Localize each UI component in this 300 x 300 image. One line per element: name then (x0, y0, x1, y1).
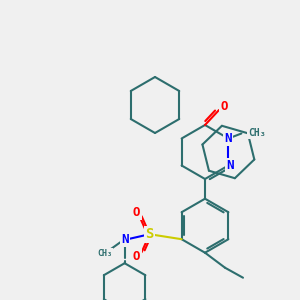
Text: CH₃: CH₃ (248, 128, 266, 139)
Text: O: O (133, 250, 140, 263)
Text: N: N (121, 233, 128, 246)
Text: N: N (225, 132, 232, 145)
Text: S: S (146, 227, 154, 241)
Text: CH₃: CH₃ (97, 249, 112, 258)
Text: O: O (133, 206, 140, 219)
Text: O: O (220, 100, 228, 113)
Text: N: N (226, 159, 234, 172)
